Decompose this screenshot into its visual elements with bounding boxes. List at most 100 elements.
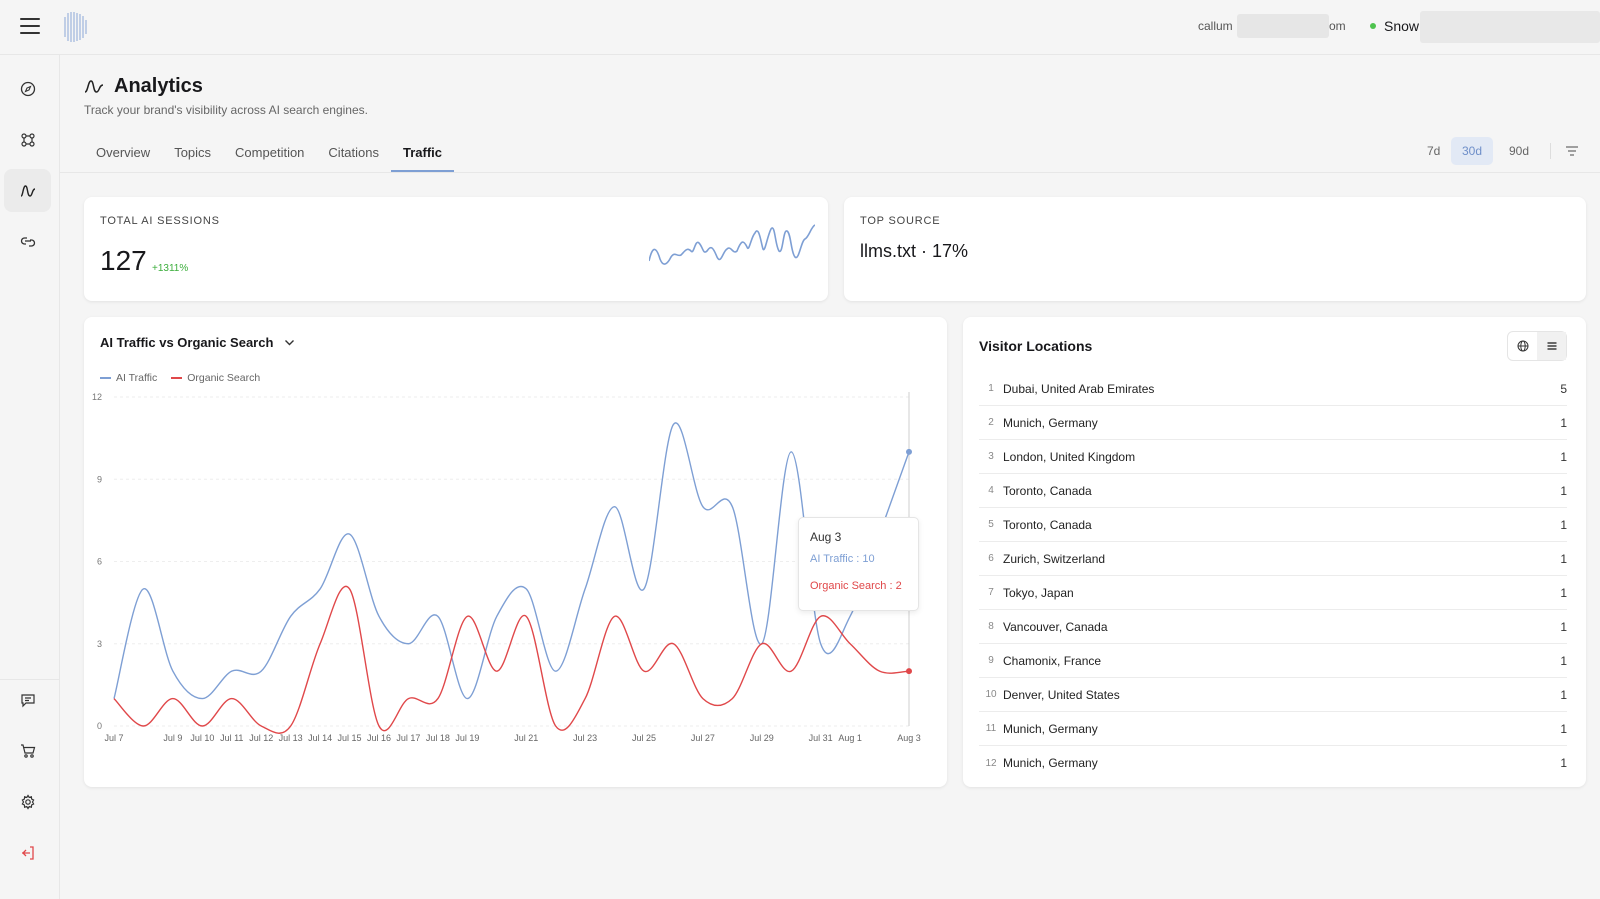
- x-tick-label: Jul 23: [573, 733, 597, 743]
- y-tick-label: 0: [97, 721, 102, 731]
- location-count: 1: [1560, 551, 1567, 566]
- location-row[interactable]: 6 Zurich, Switzerland 1: [979, 542, 1567, 576]
- tab-topics[interactable]: Topics: [174, 145, 212, 160]
- legend-item-ai-traffic: AI Traffic: [100, 372, 157, 384]
- range-90d-button[interactable]: 90d: [1509, 144, 1530, 158]
- user-email-prefix: callum: [1198, 19, 1233, 33]
- y-tick-label: 9: [97, 474, 102, 484]
- legend-item-organic: Organic Search: [171, 372, 260, 384]
- location-name: Tokyo, Japan: [1003, 585, 1074, 600]
- location-row[interactable]: 8 Vancouver, Canada 1: [979, 610, 1567, 644]
- location-count: 1: [1560, 517, 1567, 532]
- total-sessions-label: TOTAL AI SESSIONS: [100, 215, 220, 227]
- location-row[interactable]: 10 Denver, United States 1: [979, 678, 1567, 712]
- x-tick-label: Jul 18: [426, 733, 450, 743]
- view-toggle: [1507, 331, 1567, 361]
- tab-competition[interactable]: Competition: [235, 145, 305, 160]
- location-count: 1: [1560, 721, 1567, 736]
- x-tick-label: Jul 13: [279, 733, 303, 743]
- sidebar-item-settings[interactable]: [4, 780, 51, 823]
- location-row[interactable]: 1 Dubai, United Arab Emirates 5: [979, 372, 1567, 406]
- location-row[interactable]: 11 Munich, Germany 1: [979, 712, 1567, 746]
- location-row[interactable]: 12 Munich, Germany 1: [979, 746, 1567, 780]
- total-sessions-card: TOTAL AI SESSIONS 127 +1311%: [84, 197, 828, 301]
- map-view-button[interactable]: [1508, 332, 1537, 360]
- x-tick-label: Jul 7: [104, 733, 123, 743]
- redacted-org: [1420, 11, 1600, 43]
- location-count: 1: [1560, 483, 1567, 498]
- x-tick-label: Jul 21: [514, 733, 538, 743]
- x-tick-label: Jul 15: [338, 733, 362, 743]
- x-tick-label: Jul 27: [691, 733, 715, 743]
- location-rank: 12: [985, 757, 997, 769]
- location-count: 1: [1560, 687, 1567, 702]
- location-rank: 1: [988, 383, 994, 394]
- sidebar-item-explore[interactable]: [4, 67, 51, 110]
- location-row[interactable]: 4 Toronto, Canada 1: [979, 474, 1567, 508]
- compass-icon: [20, 81, 35, 96]
- sidebar-item-feedback[interactable]: [4, 678, 51, 721]
- x-tick-label: Jul 29: [750, 733, 774, 743]
- location-count: 1: [1560, 653, 1567, 668]
- page-title: Analytics: [114, 75, 203, 97]
- locations-list: 1 Dubai, United Arab Emirates 5 2 Munich, Ge…: [979, 372, 1567, 780]
- range-7d-button[interactable]: 7d: [1427, 144, 1441, 158]
- chevron-down-icon[interactable]: [284, 339, 295, 347]
- sidebar-item-nodes[interactable]: [4, 118, 51, 161]
- tab-overview[interactable]: Overview: [96, 145, 151, 160]
- x-tick-label: Jul 25: [632, 733, 656, 743]
- y-tick-label: 6: [97, 557, 102, 567]
- ai-traffic-hover-point: [906, 448, 912, 455]
- sidebar-item-citations[interactable]: [4, 220, 51, 263]
- location-rank: 10: [985, 689, 997, 700]
- location-row[interactable]: 7 Tokyo, Japan 1: [979, 576, 1567, 610]
- status-dot: [1370, 23, 1376, 29]
- x-tick-label: Jul 9: [163, 733, 182, 743]
- top-source-value: llms.txt · 17%: [860, 241, 969, 261]
- sidebar-item-shop[interactable]: [4, 729, 51, 772]
- x-tick-label: Jul 12: [249, 733, 273, 743]
- location-row[interactable]: 9 Chamonix, France 1: [979, 644, 1567, 678]
- top-source-label: TOP SOURCE: [860, 215, 941, 227]
- location-name: Toronto, Canada: [1003, 483, 1092, 498]
- location-rank: 3: [988, 451, 994, 462]
- tab-traffic[interactable]: Traffic: [391, 132, 455, 172]
- location-row[interactable]: 5 Toronto, Canada 1: [979, 508, 1567, 542]
- org-selector[interactable]: Snow: [1384, 18, 1420, 34]
- location-name: London, United Kingdom: [1003, 449, 1136, 464]
- sidebar-item-analytics[interactable]: [4, 169, 51, 212]
- location-count: 1: [1560, 585, 1567, 600]
- top-bar: callum om Snow: [0, 0, 1600, 55]
- chart-metric-selector[interactable]: AI Traffic vs Organic Search: [100, 335, 274, 350]
- list-icon: [1547, 342, 1556, 350]
- tooltip-ai-traffic: AI Traffic : 10: [810, 553, 875, 565]
- tab-citations[interactable]: Citations: [328, 145, 379, 160]
- location-name: Munich, Germany: [1003, 721, 1098, 736]
- menu-icon[interactable]: [20, 18, 40, 36]
- location-count: 1: [1560, 415, 1567, 430]
- location-rank: 6: [988, 553, 994, 564]
- location-name: Denver, United States: [1003, 687, 1120, 702]
- organic-search-hover-point: [906, 668, 912, 675]
- location-name: Munich, Germany: [1003, 756, 1098, 770]
- organic-search-series-line: [113, 585, 910, 734]
- location-rank: 7: [988, 587, 994, 598]
- redacted-email: [1237, 14, 1329, 38]
- location-rank: 9: [988, 655, 994, 666]
- nodes-icon: [20, 132, 35, 147]
- range-30d-button[interactable]: 30d: [1451, 137, 1494, 165]
- chart-legend: AI Traffic Organic Search: [100, 372, 260, 384]
- legend-swatch-ai: [100, 377, 111, 379]
- location-count: 1: [1560, 619, 1567, 634]
- location-name: Chamonix, France: [1003, 653, 1102, 668]
- location-rank: 2: [988, 417, 994, 428]
- location-rank: 8: [988, 621, 994, 632]
- list-view-button[interactable]: [1537, 332, 1566, 360]
- location-row[interactable]: 2 Munich, Germany 1: [979, 406, 1567, 440]
- filter-icon[interactable]: [1565, 144, 1579, 158]
- location-count: 1: [1560, 449, 1567, 464]
- location-row[interactable]: 3 London, United Kingdom 1: [979, 440, 1567, 474]
- x-tick-label: Jul 11: [220, 733, 243, 743]
- sidebar-item-logout[interactable]: [4, 831, 51, 874]
- traffic-line-chart[interactable]: 0 3 6 9 12 Jul 7 Jul 9 Jul 10 Jul 11 Jul 12 Jul 13…: [84, 317, 947, 787]
